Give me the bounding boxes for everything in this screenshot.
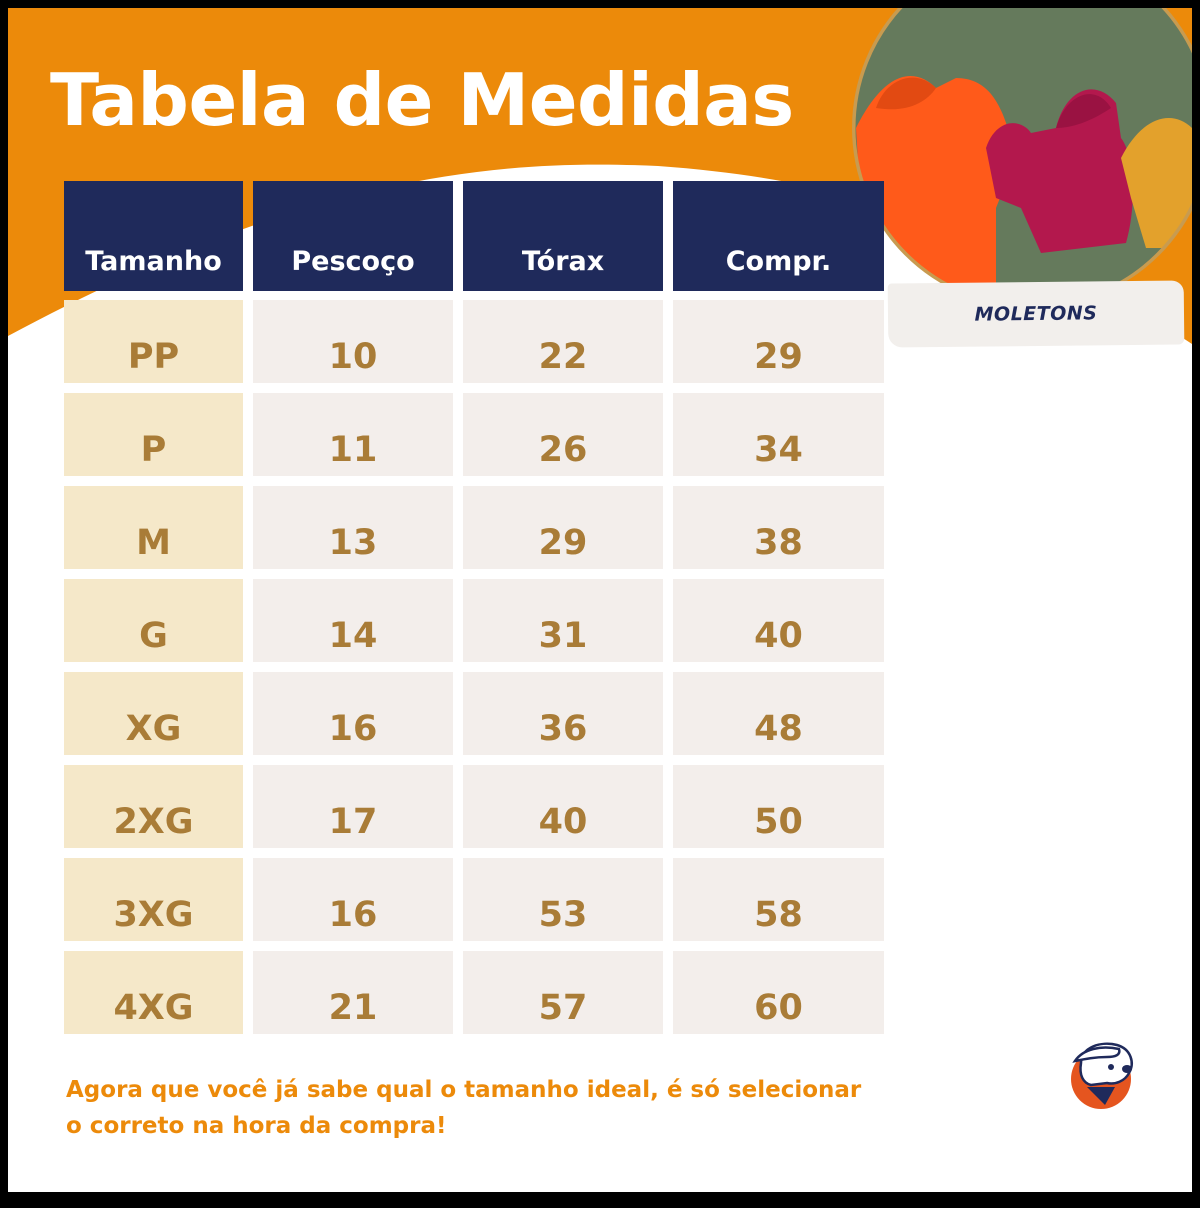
moletons-label-text: MOLETONS [974,302,1098,326]
header-chest: Tórax [463,181,663,291]
table-cell-chest: 29 [463,486,663,569]
dog-mascot-logo-icon [1071,1042,1133,1109]
footer-line-1: Agora que você já sabe qual o tamanho id… [66,1077,862,1103]
table-cell-length: 34 [673,393,884,476]
table-cell-size: M [64,486,243,569]
page-title: Tabela de Medidas [50,58,794,142]
hoodies-photo-image [852,8,1192,308]
header-length: Compr. [673,181,884,291]
table-cell-length: 48 [673,672,884,755]
table-cell-neck: 13 [253,486,453,569]
table-cell-neck: 14 [253,579,453,662]
table-cell-size: 3XG [64,858,243,941]
table-cell-neck: 11 [253,393,453,476]
table-cell-size: 4XG [64,951,243,1034]
table-cell-length: 60 [673,951,884,1034]
table-cell-chest: 26 [463,393,663,476]
hoodies-photo [846,8,1192,308]
table-cell-length: 38 [673,486,884,569]
table-cell-neck: 16 [253,858,453,941]
table-cell-chest: 53 [463,858,663,941]
table-cell-chest: 40 [463,765,663,848]
header-size: Tamanho [64,181,243,291]
table-cell-length: 29 [673,300,884,383]
table-cell-size: XG [64,672,243,755]
table-cell-neck: 16 [253,672,453,755]
table-cell-length: 50 [673,765,884,848]
table-cell-length: 40 [673,579,884,662]
size-chart-page: Tabela de Medidas MOLETONS Tamanho Pesco… [8,8,1192,1192]
table-cell-size: G [64,579,243,662]
footer-instructions: Agora que você já sabe qual o tamanho id… [66,1072,926,1144]
moletons-label: MOLETONS [887,280,1185,348]
table-cell-size: 2XG [64,765,243,848]
footer-line-2: o correto na hora da compra! [66,1113,447,1139]
table-cell-neck: 10 [253,300,453,383]
table-cell-chest: 36 [463,672,663,755]
table-cell-length: 58 [673,858,884,941]
table-cell-neck: 17 [253,765,453,848]
table-cell-neck: 21 [253,951,453,1034]
table-cell-chest: 22 [463,300,663,383]
table-cell-size: P [64,393,243,476]
header-neck: Pescoço [253,181,453,291]
table-cell-chest: 57 [463,951,663,1034]
table-cell-size: PP [64,300,243,383]
table-cell-chest: 31 [463,579,663,662]
